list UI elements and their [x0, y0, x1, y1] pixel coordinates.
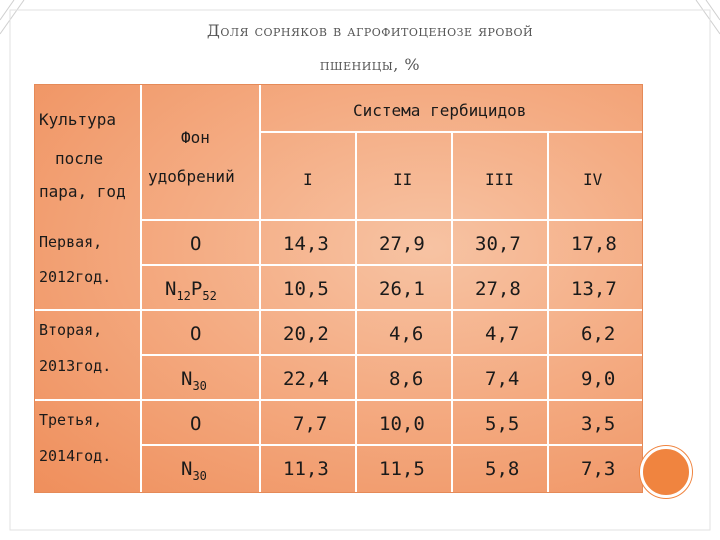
fon-text: N — [181, 458, 193, 480]
fon-text: N — [181, 368, 193, 390]
grid-line — [140, 264, 642, 266]
fon-text: О — [190, 323, 202, 345]
header-system-1: I — [303, 170, 313, 189]
value-cell: 4,6 — [389, 323, 424, 345]
fon-text: О — [190, 413, 202, 435]
fon-cell: N30 — [181, 458, 207, 483]
value-cell: 4,7 — [485, 323, 520, 345]
fon-text: О — [190, 233, 202, 255]
value-cell: 5,8 — [485, 458, 520, 480]
value-cell: 7,4 — [485, 368, 520, 390]
grid-line — [140, 354, 642, 356]
weed-share-table: Культура после пара, год Фон удобрений С… — [34, 84, 643, 493]
value-cell: 26,1 — [379, 278, 425, 300]
header-herbicide-system: Система гербицидов — [353, 101, 527, 120]
group-label-year: Первая, — [39, 233, 103, 251]
value-cell: 11,3 — [283, 458, 329, 480]
grid-line — [35, 309, 642, 311]
value-cell: 27,8 — [475, 278, 521, 300]
title-line-1: Доля сорняков в агрофитоценозе яровой — [206, 21, 534, 40]
header-culture-line-2: после — [55, 149, 104, 168]
group-label-year: Вторая, — [39, 321, 103, 339]
grid-line — [259, 131, 642, 133]
value-cell: 6,2 — [581, 323, 616, 345]
header-fon-line-1: Фон — [181, 128, 210, 147]
value-cell: 17,8 — [571, 233, 617, 255]
value-cell: 22,4 — [283, 368, 329, 390]
fon-text: N — [165, 278, 177, 300]
group-label-year: 2012год. — [39, 268, 112, 286]
value-cell: 10,0 — [379, 413, 425, 435]
value-cell: 11,5 — [379, 458, 425, 480]
value-cell: 5,5 — [485, 413, 520, 435]
header-system-2: II — [393, 170, 413, 189]
group-label-year: 2014год. — [39, 447, 112, 465]
value-cell: 27,9 — [379, 233, 425, 255]
value-cell: 30,7 — [475, 233, 521, 255]
fon-subscript: 30 — [192, 378, 207, 393]
decorative-circle — [640, 446, 692, 498]
header-fon-line-2: удобрений — [148, 167, 235, 186]
grid-line — [259, 85, 261, 492]
fon-cell: N12P52 — [165, 278, 217, 303]
header-culture-line-1: Культура — [39, 110, 117, 129]
value-cell: 9,0 — [581, 368, 616, 390]
value-cell: 3,5 — [581, 413, 616, 435]
grid-line — [140, 85, 142, 492]
fon-cell: N30 — [181, 368, 207, 393]
fon-subscript: 52 — [202, 288, 217, 303]
value-cell: 7,7 — [293, 413, 328, 435]
title-line-2: пшеницы, % — [319, 55, 421, 74]
grid-line — [35, 399, 642, 401]
header-system-3: III — [485, 170, 514, 189]
grid-line — [451, 131, 453, 492]
group-label-year: Третья, — [39, 411, 103, 429]
fon-text: P — [190, 278, 203, 300]
slide-title: Доля сорняков в агрофитоценозе яровой пш… — [120, 14, 620, 82]
header-culture-line-3: пара, год — [39, 182, 126, 201]
header-system-4: IV — [583, 170, 603, 189]
value-cell: 10,5 — [283, 278, 329, 300]
fon-cell: О — [190, 323, 201, 345]
fon-subscript: 30 — [192, 468, 207, 483]
value-cell: 20,2 — [283, 323, 329, 345]
grid-line — [547, 131, 549, 492]
fon-cell: О — [190, 233, 201, 255]
fon-subscript: 12 — [176, 288, 191, 303]
value-cell: 14,3 — [283, 233, 329, 255]
grid-line — [355, 131, 357, 492]
value-cell: 7,3 — [581, 458, 616, 480]
group-label-year: 2013год. — [39, 357, 112, 375]
grid-line — [140, 219, 642, 221]
grid-line — [140, 444, 642, 446]
fon-cell: О — [190, 413, 201, 435]
value-cell: 13,7 — [571, 278, 617, 300]
value-cell: 8,6 — [389, 368, 424, 390]
